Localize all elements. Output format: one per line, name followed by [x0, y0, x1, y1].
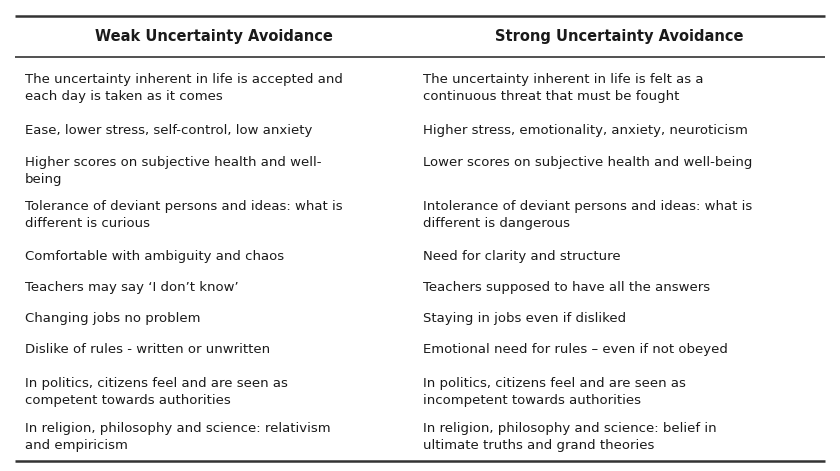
Text: Teachers supposed to have all the answers: Teachers supposed to have all the answer…	[423, 281, 711, 294]
Text: In politics, citizens feel and are seen as
competent towards authorities: In politics, citizens feel and are seen …	[25, 377, 288, 406]
Text: Higher scores on subjective health and well-
being: Higher scores on subjective health and w…	[25, 156, 322, 187]
Text: In politics, citizens feel and are seen as
incompetent towards authorities: In politics, citizens feel and are seen …	[423, 377, 686, 406]
Text: Comfortable with ambiguity and chaos: Comfortable with ambiguity and chaos	[25, 250, 284, 263]
Text: Strong Uncertainty Avoidance: Strong Uncertainty Avoidance	[495, 30, 743, 44]
Text: The uncertainty inherent in life is accepted and
each day is taken as it comes: The uncertainty inherent in life is acce…	[25, 73, 343, 103]
Text: Need for clarity and structure: Need for clarity and structure	[423, 250, 621, 263]
Text: Dislike of rules - written or unwritten: Dislike of rules - written or unwritten	[25, 343, 270, 357]
Text: Intolerance of deviant persons and ideas: what is
different is dangerous: Intolerance of deviant persons and ideas…	[423, 201, 753, 230]
Text: In religion, philosophy and science: belief in
ultimate truths and grand theorie: In religion, philosophy and science: bel…	[423, 422, 717, 452]
Text: In religion, philosophy and science: relativism
and empiricism: In religion, philosophy and science: rel…	[25, 422, 331, 452]
Text: Changing jobs no problem: Changing jobs no problem	[25, 312, 201, 325]
Text: Teachers may say ‘I don’t know’: Teachers may say ‘I don’t know’	[25, 281, 239, 294]
Text: Emotional need for rules – even if not obeyed: Emotional need for rules – even if not o…	[423, 343, 728, 357]
Text: The uncertainty inherent in life is felt as a
continuous threat that must be fou: The uncertainty inherent in life is felt…	[423, 73, 704, 103]
Text: Staying in jobs even if disliked: Staying in jobs even if disliked	[423, 312, 627, 325]
Text: Lower scores on subjective health and well-being: Lower scores on subjective health and we…	[423, 156, 753, 170]
Text: Tolerance of deviant persons and ideas: what is
different is curious: Tolerance of deviant persons and ideas: …	[25, 201, 343, 230]
Text: Ease, lower stress, self-control, low anxiety: Ease, lower stress, self-control, low an…	[25, 123, 312, 137]
Text: Higher stress, emotionality, anxiety, neuroticism: Higher stress, emotionality, anxiety, ne…	[423, 123, 748, 137]
Text: Weak Uncertainty Avoidance: Weak Uncertainty Avoidance	[95, 30, 333, 44]
